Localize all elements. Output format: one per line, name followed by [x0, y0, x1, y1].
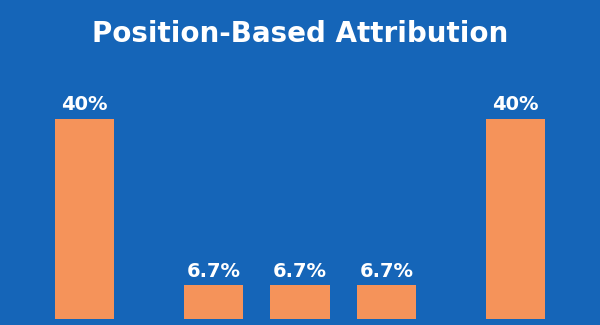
Text: 40%: 40% [61, 96, 107, 114]
Bar [184, 285, 244, 318]
Bar [356, 285, 416, 318]
Text: 6.7%: 6.7% [187, 262, 241, 281]
Text: 6.7%: 6.7% [359, 262, 413, 281]
Text: 6.7%: 6.7% [273, 262, 327, 281]
Bar [55, 119, 114, 318]
Text: 40%: 40% [493, 96, 539, 114]
Title: Position-Based Attribution: Position-Based Attribution [92, 20, 508, 48]
Bar [271, 285, 329, 318]
Bar [486, 119, 545, 318]
